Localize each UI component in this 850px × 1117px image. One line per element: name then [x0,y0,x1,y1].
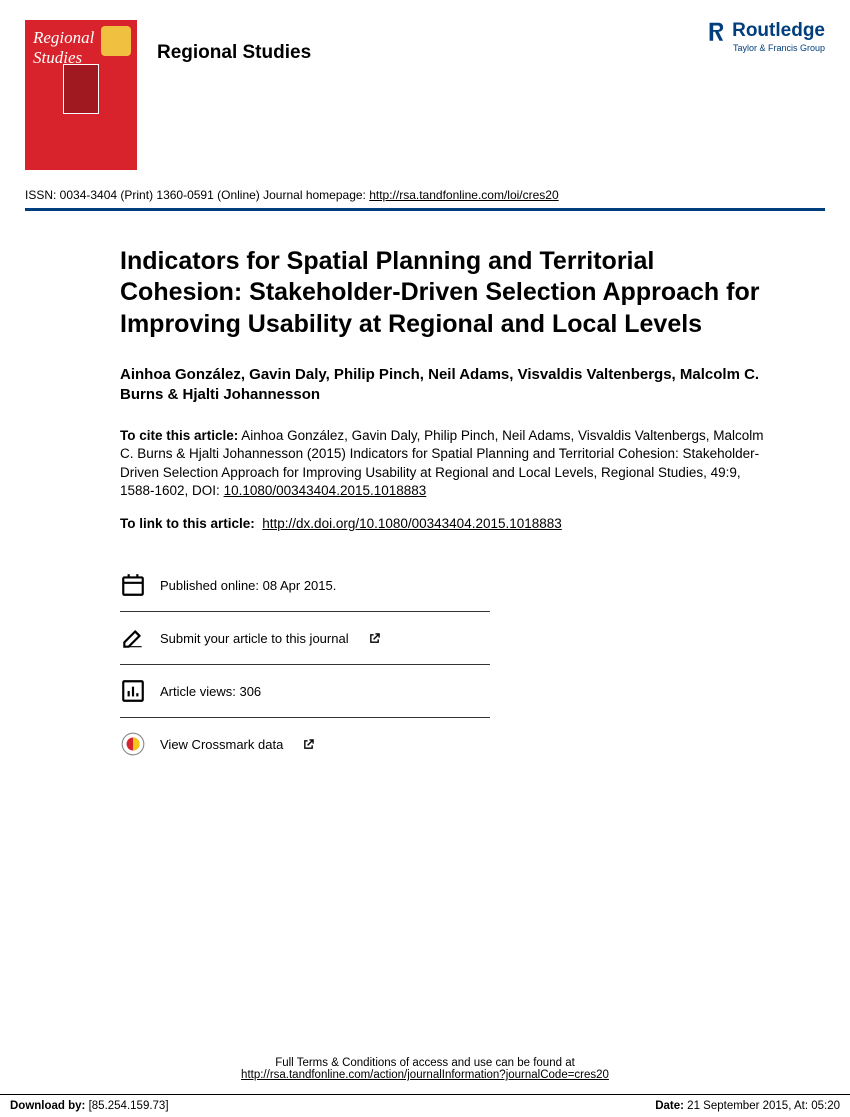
footer: Full Terms & Conditions of access and us… [0,1057,850,1081]
meta-published: Published online: 08 Apr 2015. [120,559,490,612]
publisher-tagline: Taylor & Francis Group [706,43,825,53]
download-by-value: [85.254.159.73] [85,1100,168,1112]
header: Regional Studies Regional Studies Routle… [25,20,825,170]
authors: Ainhoa González, Gavin Daly, Philip Pinc… [120,365,765,406]
routledge-icon [706,21,724,43]
citation-block: To cite this article: Ainhoa González, G… [120,427,765,500]
cite-label: To cite this article: [120,428,238,443]
meta-list: Published online: 08 Apr 2015. Submit yo… [120,559,490,770]
link-to-article: To link to this article: http://dx.doi.o… [120,516,765,531]
journal-cover-thumbnail: Regional Studies [25,20,137,170]
external-link-icon [303,739,314,750]
bar-chart-icon [120,679,146,703]
download-bar: Download by: [85.254.159.73] Date: 21 Se… [0,1094,850,1117]
meta-submit[interactable]: Submit your article to this journal [120,612,490,665]
cover-badge-icon [101,26,131,56]
download-date-value: 21 September 2015, At: 05:20 [684,1100,840,1112]
link-to-label: To link to this article: [120,516,255,531]
views-text: Article views: 306 [160,684,261,699]
footer-text: Full Terms & Conditions of access and us… [0,1057,850,1069]
submit-text: Submit your article to this journal [160,631,349,646]
journal-name: Regional Studies [157,42,311,64]
cover-inner-box [63,64,99,114]
journal-cover-page: Regional Studies Regional Studies Routle… [0,0,850,1117]
article-url-link[interactable]: http://dx.doi.org/10.1080/00343404.2015.… [262,516,562,531]
homepage-link[interactable]: http://rsa.tandfonline.com/loi/cres20 [369,188,558,202]
calendar-icon [120,573,146,597]
content: Indicators for Spatial Planning and Terr… [25,211,825,770]
published-text: Published online: 08 Apr 2015. [160,578,336,593]
issn-text: ISSN: 0034-3404 (Print) 1360-0591 (Onlin… [25,188,369,202]
cover-area: Regional Studies Regional Studies [25,20,311,170]
download-date-label: Date: [655,1100,684,1112]
publisher-name: Routledge [732,20,825,41]
publisher-logo: Routledge Taylor & Francis Group [706,20,825,53]
crossmark-text: View Crossmark data [160,737,283,752]
issn-line: ISSN: 0034-3404 (Print) 1360-0591 (Onlin… [25,188,825,211]
edit-icon [120,626,146,650]
download-by-label: Download by: [10,1100,85,1112]
external-link-icon [369,633,380,644]
crossmark-icon [120,732,146,756]
meta-crossmark[interactable]: View Crossmark data [120,718,490,770]
meta-views: Article views: 306 [120,665,490,718]
footer-link[interactable]: http://rsa.tandfonline.com/action/journa… [241,1069,609,1081]
article-title: Indicators for Spatial Planning and Terr… [120,246,765,340]
doi-link[interactable]: 10.1080/00343404.2015.1018883 [224,483,427,498]
